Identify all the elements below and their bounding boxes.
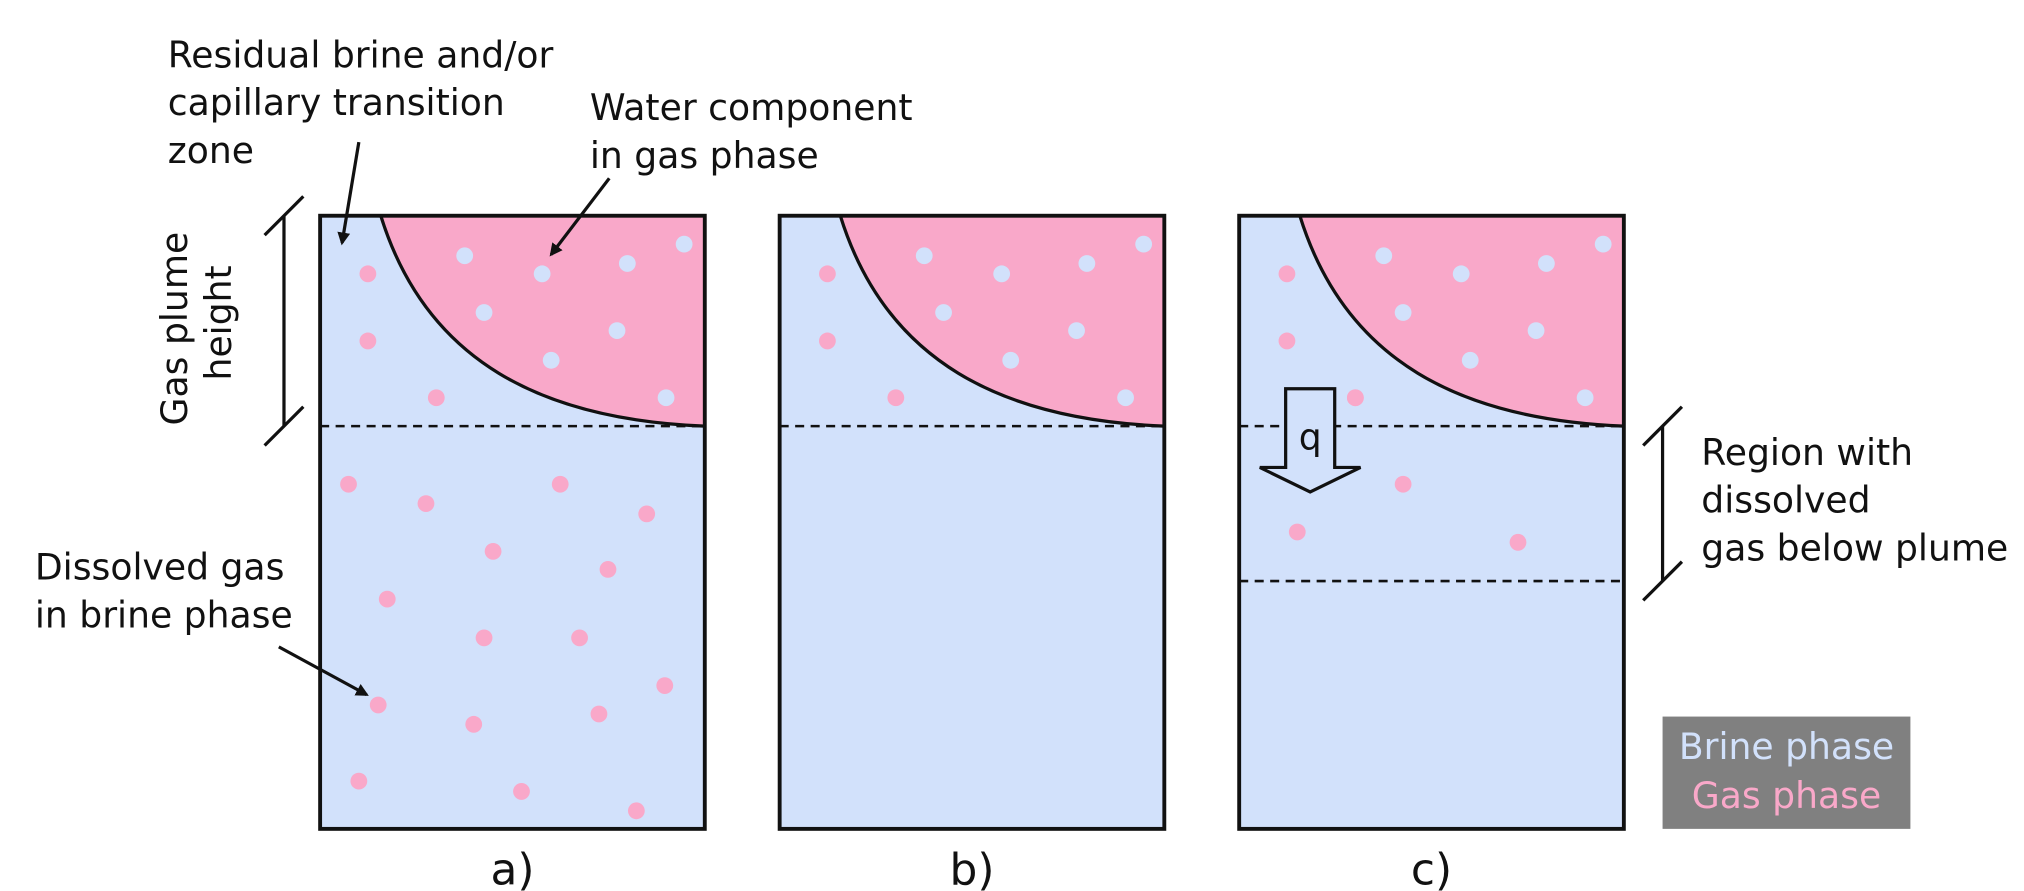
dissolved-gas-dot (476, 629, 493, 646)
dissolved-gas-dot (1510, 534, 1527, 551)
water-vapor-dot (543, 352, 560, 369)
annotation: Dissolved gas in brine phase (35, 546, 296, 637)
dissolved-gas-dot (1395, 476, 1412, 493)
dissolved-gas-dot (819, 333, 836, 350)
dissolved-gas-dot (600, 561, 617, 578)
panels (320, 216, 1624, 829)
water-vapor-dot (456, 247, 473, 264)
annotation: Gas plume height (153, 220, 240, 425)
water-vapor-dot (993, 265, 1010, 282)
dissolved-gas-dot (628, 802, 645, 819)
panel-label: b) (950, 844, 995, 891)
flux-label: q (1299, 415, 1322, 458)
dissolved-gas-dot (1289, 524, 1306, 541)
water-vapor-dot (1462, 352, 1479, 369)
dissolved-gas-dot (359, 333, 376, 350)
dissolved-gas-dot (485, 543, 502, 560)
water-vapor-dot (1117, 389, 1134, 406)
water-vapor-dot (1577, 389, 1594, 406)
annotation: Water component in gas phase (590, 86, 924, 177)
water-vapor-dot (619, 255, 636, 272)
dissolved-gas-dot (887, 389, 904, 406)
water-vapor-dot (1002, 352, 1019, 369)
dissolved-gas-dot (819, 265, 836, 282)
dissolved-gas-dot (350, 773, 367, 790)
water-vapor-dot (609, 322, 626, 339)
dissolved-gas-dot (571, 629, 588, 646)
water-vapor-dot (1595, 236, 1612, 253)
water-vapor-dot (658, 389, 675, 406)
water-vapor-dot (1068, 322, 1085, 339)
water-vapor-dot (476, 304, 493, 321)
dissolved-gas-dot (340, 476, 357, 493)
water-vapor-dot (1135, 236, 1152, 253)
water-vapor-dot (1395, 304, 1412, 321)
dissolved-gas-dot (1279, 265, 1296, 282)
legend-entry: Brine phase (1679, 725, 1894, 768)
dissolved-gas-dot (513, 783, 530, 800)
water-vapor-dot (1078, 255, 1095, 272)
water-vapor-dot (534, 265, 551, 282)
water-vapor-dot (1375, 247, 1392, 264)
dissolved-gas-dot (1279, 333, 1296, 350)
dissolved-gas-dot (1347, 389, 1364, 406)
dissolved-gas-dot (465, 716, 482, 733)
panel-label: a) (490, 844, 534, 891)
water-vapor-dot (1453, 265, 1470, 282)
water-vapor-dot (1528, 322, 1545, 339)
water-vapor-dot (676, 236, 693, 253)
dissolved-gas-dot (656, 677, 673, 694)
dissolved-gas-dot (359, 265, 376, 282)
panel-label: c) (1411, 844, 1452, 891)
dissolved-gas-dot (370, 697, 387, 714)
dissolved-gas-dot (418, 495, 435, 512)
water-vapor-dot (1538, 255, 1555, 272)
annotation: Region with dissolved gas below plume (1701, 431, 2008, 570)
dissolved-gas-dot (552, 476, 569, 493)
water-vapor-dot (916, 247, 933, 264)
legend-entry: Gas phase (1692, 774, 1881, 817)
diagram: a) b) c) q Residual brine and/or capillary… (0, 0, 2024, 891)
dissolved-gas-dot (638, 506, 655, 523)
water-vapor-dot (935, 304, 952, 321)
annotation: Residual brine and/or capillary transiti… (168, 33, 565, 172)
dissolved-gas-dot (591, 706, 608, 723)
page: {"panels": [{"label": "a)"}, {"label": "… (0, 0, 2024, 891)
dissolved-gas-dot (379, 591, 396, 608)
dissolved-gas-dot (428, 389, 445, 406)
